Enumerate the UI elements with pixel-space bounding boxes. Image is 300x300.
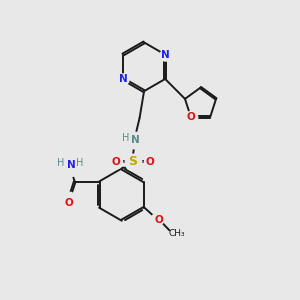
Text: O: O <box>187 112 195 122</box>
Text: N: N <box>161 50 170 60</box>
Text: N: N <box>131 135 140 145</box>
Text: H: H <box>76 158 83 168</box>
Text: O: O <box>155 215 164 225</box>
Text: O: O <box>64 198 73 208</box>
Text: H: H <box>57 158 65 168</box>
Text: O: O <box>146 157 154 166</box>
Text: N: N <box>67 160 76 170</box>
Text: N: N <box>118 74 127 84</box>
Text: S: S <box>128 155 137 168</box>
Text: H: H <box>122 133 130 143</box>
Text: CH₃: CH₃ <box>169 229 185 238</box>
Text: O: O <box>111 157 120 166</box>
